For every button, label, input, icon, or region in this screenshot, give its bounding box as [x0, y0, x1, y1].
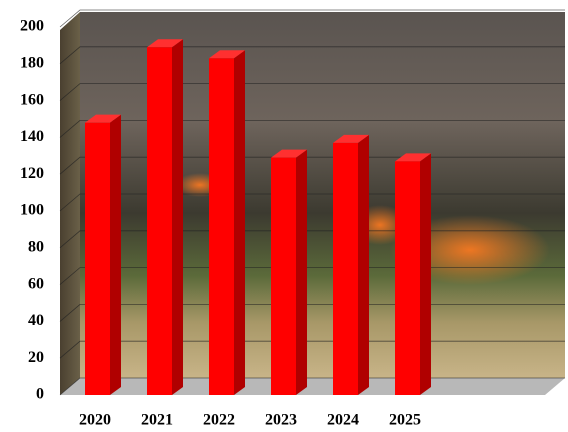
- bar-front: [395, 161, 420, 395]
- y-tick-label: 160: [20, 91, 44, 108]
- y-tick-label: 60: [28, 275, 44, 292]
- x-tick-label: 2023: [265, 412, 297, 429]
- bar: [333, 134, 369, 396]
- bar-side: [420, 153, 431, 395]
- x-tick-label: 2025: [389, 412, 421, 429]
- bar-front: [147, 47, 172, 396]
- bar-top: [147, 39, 183, 48]
- grid-line: [59, 120, 565, 138]
- x-tick-label: 2022: [203, 412, 235, 429]
- bar-top: [333, 134, 369, 143]
- grid-line: [59, 83, 565, 101]
- y-tick-label: 140: [20, 128, 44, 145]
- bar-top: [85, 114, 121, 123]
- y-tick-label: 100: [20, 202, 44, 219]
- bar: [147, 39, 183, 396]
- bar: [85, 114, 121, 396]
- grid-line: [59, 9, 565, 28]
- bar-side: [358, 134, 369, 396]
- bar-side: [296, 149, 307, 395]
- x-tick-label: 2024: [327, 412, 359, 429]
- y-tick-label: 180: [20, 54, 44, 71]
- bar-side: [110, 114, 121, 396]
- bar-top: [395, 153, 431, 162]
- y-tick-label: 0: [36, 386, 44, 403]
- x-tick-label: 2021: [141, 412, 173, 429]
- bar: [395, 153, 431, 395]
- bar-front: [333, 142, 358, 395]
- bar-front: [271, 157, 296, 395]
- bar: [271, 149, 307, 395]
- y-tick-label: 40: [28, 312, 44, 329]
- y-tick-label: 120: [20, 165, 44, 182]
- bars: [85, 39, 431, 396]
- bar-top: [271, 149, 307, 158]
- background: [60, 12, 565, 395]
- bar-side: [172, 39, 183, 396]
- y-tick-label: 200: [20, 18, 44, 35]
- bar: [209, 50, 245, 395]
- bar-side: [234, 50, 245, 395]
- bar-top: [209, 50, 245, 59]
- bar-front: [85, 122, 110, 396]
- x-tick-label: 2020: [79, 412, 111, 429]
- grid-line: [59, 46, 565, 65]
- y-tick-label: 80: [28, 238, 44, 255]
- y-tick-label: 20: [28, 349, 44, 366]
- bar-front: [209, 58, 234, 395]
